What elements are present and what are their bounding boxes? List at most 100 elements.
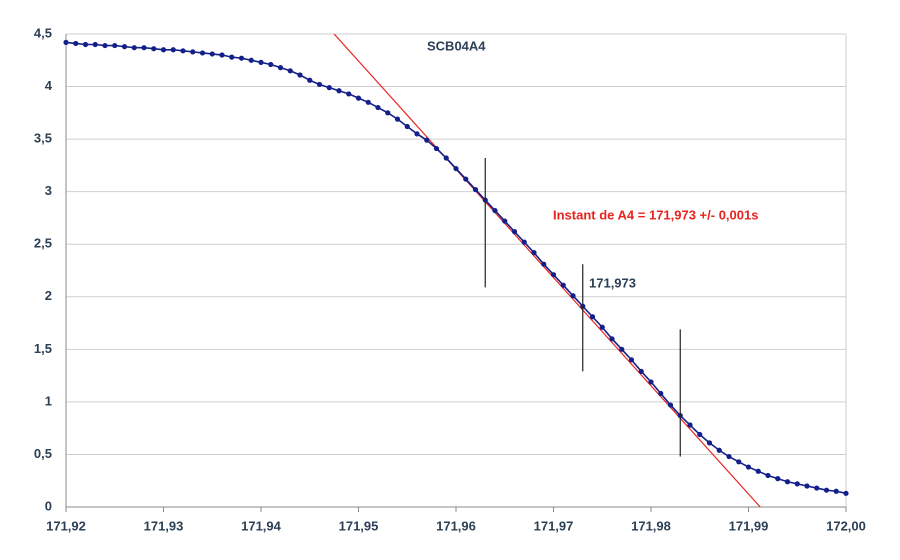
data-point bbox=[248, 57, 254, 63]
y-tick-label: 2,5 bbox=[34, 236, 52, 251]
x-tick-label: 171,97 bbox=[534, 518, 574, 533]
data-point bbox=[521, 239, 527, 245]
data-point bbox=[804, 483, 810, 489]
data-point bbox=[648, 379, 654, 385]
data-point bbox=[667, 402, 674, 408]
data-point bbox=[238, 55, 245, 61]
y-tick-label: 0,5 bbox=[34, 446, 52, 461]
data-point bbox=[570, 293, 576, 299]
data-point bbox=[365, 99, 371, 105]
data-point bbox=[131, 45, 137, 51]
x-tick-label: 171,96 bbox=[436, 518, 476, 533]
data-point bbox=[502, 218, 508, 224]
data-point bbox=[843, 490, 849, 496]
data-point bbox=[219, 52, 225, 58]
data-point bbox=[326, 85, 332, 91]
data-point bbox=[755, 468, 761, 474]
data-point bbox=[375, 104, 381, 111]
data-point bbox=[160, 47, 167, 53]
data-point bbox=[560, 282, 566, 288]
data-point bbox=[599, 324, 605, 330]
data-line bbox=[65, 41, 847, 495]
data-point bbox=[619, 346, 625, 352]
data-point bbox=[745, 464, 752, 470]
x-tick-label: 171,94 bbox=[241, 518, 282, 533]
y-tick-label: 0 bbox=[45, 498, 52, 513]
data-point bbox=[209, 51, 215, 57]
data-point bbox=[297, 72, 303, 78]
y-tick-label: 1 bbox=[45, 393, 52, 408]
data-point bbox=[531, 250, 537, 256]
data-point bbox=[726, 453, 732, 460]
data-point bbox=[151, 46, 157, 52]
y-tick-label: 2 bbox=[45, 288, 52, 303]
data-point bbox=[229, 54, 235, 60]
data-point bbox=[404, 123, 410, 130]
data-point bbox=[287, 68, 293, 74]
data-point bbox=[706, 440, 713, 446]
data-point bbox=[394, 116, 401, 122]
data-point bbox=[180, 48, 186, 54]
data-point bbox=[414, 131, 420, 137]
data-point bbox=[190, 49, 196, 55]
data-point bbox=[687, 422, 693, 428]
data-point bbox=[794, 481, 800, 487]
data-point bbox=[765, 472, 771, 479]
y-tick-label: 4,5 bbox=[34, 25, 52, 40]
y-tick-label: 1,5 bbox=[34, 341, 52, 356]
data-point bbox=[316, 81, 323, 88]
data-point bbox=[716, 447, 722, 453]
data-point bbox=[463, 176, 469, 182]
data-point bbox=[433, 145, 440, 152]
x-tick-label: 171,92 bbox=[46, 518, 86, 533]
x-tick-label: 171,99 bbox=[729, 518, 769, 533]
data-point bbox=[141, 45, 147, 51]
data-point bbox=[541, 261, 547, 267]
annotation: SCB04A4 bbox=[427, 38, 486, 53]
data-point bbox=[336, 88, 342, 94]
data-point bbox=[609, 336, 615, 342]
annotation: Instant de A4 = 171,973 +/- 0,001s bbox=[553, 207, 758, 222]
data-point bbox=[511, 229, 518, 235]
data-point bbox=[385, 110, 391, 116]
data-point bbox=[784, 479, 791, 485]
annotation: 171,973 bbox=[589, 275, 636, 290]
data-point bbox=[170, 47, 176, 53]
data-point bbox=[443, 155, 449, 161]
tangent-line bbox=[333, 33, 761, 508]
data-point bbox=[199, 50, 206, 56]
y-tick-label: 3,5 bbox=[34, 131, 52, 146]
data-point bbox=[346, 91, 352, 97]
data-point bbox=[82, 41, 89, 48]
data-point bbox=[814, 485, 820, 491]
data-point bbox=[550, 272, 557, 278]
data-point bbox=[453, 165, 459, 172]
data-point bbox=[472, 186, 479, 193]
x-tick-label: 172,00 bbox=[826, 518, 866, 533]
data-point bbox=[92, 41, 98, 48]
data-point bbox=[833, 488, 839, 494]
data-point bbox=[307, 77, 313, 83]
data-point bbox=[268, 61, 274, 68]
data-point bbox=[492, 207, 498, 214]
data-point bbox=[628, 357, 635, 363]
data-point bbox=[589, 314, 596, 320]
x-tick-label: 171,95 bbox=[339, 518, 379, 533]
data-point bbox=[73, 40, 79, 47]
data-point bbox=[697, 431, 703, 438]
x-tick-label: 171,98 bbox=[631, 518, 671, 533]
data-point bbox=[102, 42, 108, 49]
data-point bbox=[775, 476, 781, 482]
data-point bbox=[424, 137, 430, 143]
data-point bbox=[121, 44, 128, 50]
y-tick-label: 3 bbox=[45, 183, 52, 198]
y-tick-label: 4 bbox=[45, 78, 53, 93]
data-point bbox=[258, 59, 264, 65]
data-point bbox=[658, 390, 664, 397]
data-point bbox=[277, 65, 284, 71]
data-point bbox=[736, 459, 742, 465]
data-point bbox=[823, 487, 830, 493]
x-tick-label: 171,93 bbox=[144, 518, 184, 533]
data-point bbox=[638, 368, 644, 375]
